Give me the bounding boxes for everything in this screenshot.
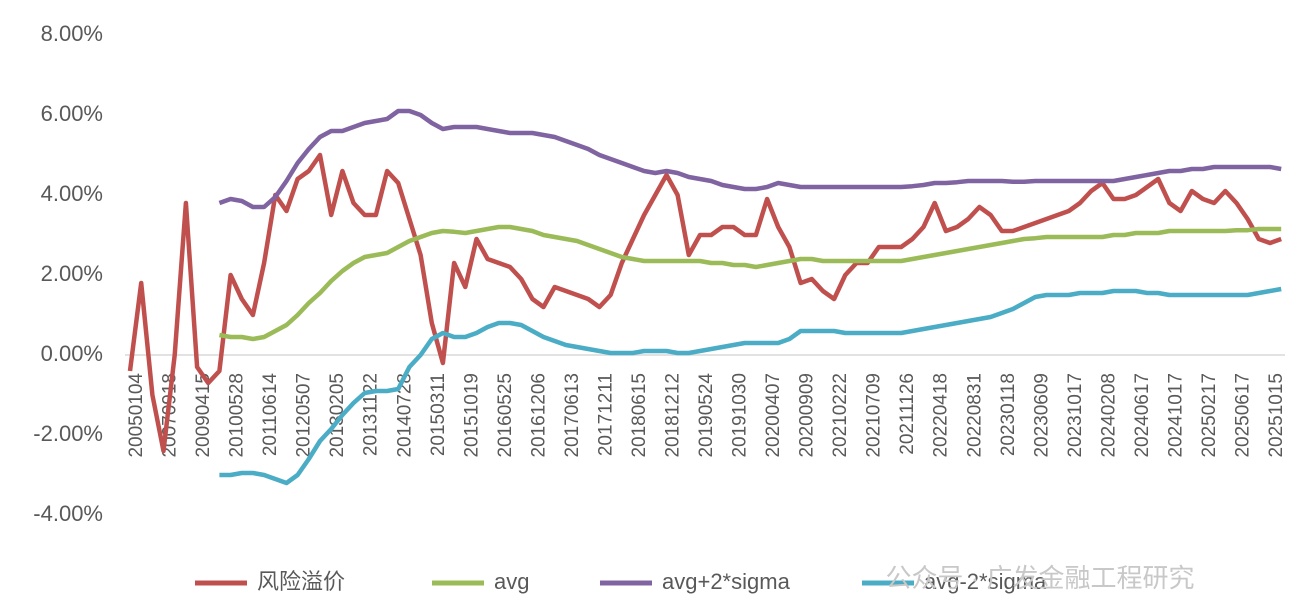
x-tick-label: 20151019 <box>461 373 482 458</box>
legend-label: 风险溢价 <box>257 569 345 594</box>
x-tick-label: 20180615 <box>629 373 650 458</box>
x-tick-label: 20090415 <box>193 373 214 458</box>
x-tick-label: 20170613 <box>562 373 583 458</box>
y-tick-label: 4.00% <box>41 181 103 206</box>
x-tick-label: 20160525 <box>495 373 516 458</box>
series-line <box>219 286 1282 486</box>
x-tick-label: 20110614 <box>260 373 281 457</box>
x-tick-label: 20241017 <box>1165 373 1186 458</box>
legend-label: avg+2*sigma <box>662 569 791 594</box>
x-tick-label: 20131122 <box>361 373 382 456</box>
x-tick-label: 20200909 <box>797 373 818 458</box>
plot: -4.00% -2.00% 0.00% 2.00% 4.00% 6.00% 8.00% 200… <box>33 21 1287 594</box>
y-tick-label: 8.00% <box>41 21 103 46</box>
x-tick-label: 20181212 <box>662 373 683 458</box>
y-tick-label: -2.00% <box>33 421 103 446</box>
x-tick-label: 20161206 <box>528 373 549 458</box>
x-tick-label: 20220831 <box>964 373 985 458</box>
x-tick-label: 20251015 <box>1266 373 1287 458</box>
series-line <box>127 152 1282 454</box>
x-tick-label: 20220418 <box>931 373 952 458</box>
y-tick-label: -4.00% <box>33 501 103 526</box>
x-tick-label: 20230118 <box>998 373 1019 456</box>
legend-label: avg-2*sigma <box>924 569 1047 594</box>
x-tick-label: 20190524 <box>696 373 717 458</box>
x-tick-label: 20250217 <box>1199 373 1220 458</box>
x-tick-label: 20210222 <box>830 373 851 458</box>
y-tick-label: 2.00% <box>41 261 103 286</box>
watermark: 公众号 · 广发金融工程研究 <box>885 563 1194 593</box>
x-tick-label: 20050104 <box>126 373 147 458</box>
x-tick-label: 20230609 <box>1031 373 1052 458</box>
x-tick-label: 20191030 <box>730 373 751 458</box>
x-tick-label: 20200407 <box>763 373 784 458</box>
x-tick-label: 20140728 <box>394 373 415 458</box>
x-tick-label: 20250617 <box>1232 373 1253 458</box>
legend-label: avg <box>494 569 529 594</box>
x-tick-label: 20120507 <box>294 373 315 458</box>
x-tick-label: 20240208 <box>1098 373 1119 458</box>
x-tick-label: 20231017 <box>1065 373 1086 458</box>
y-tick-label: 0.00% <box>41 341 103 366</box>
x-tick-label: 20240617 <box>1132 373 1153 458</box>
x-tick-label: 20211126 <box>897 373 918 455</box>
x-tick-label: 20210709 <box>864 373 885 458</box>
series-line <box>218 108 1282 210</box>
y-tick-label: 6.00% <box>41 101 103 126</box>
x-tick-label: 20130205 <box>327 373 348 458</box>
series-line <box>219 224 1282 342</box>
x-tick-label: 20150311 <box>428 373 449 456</box>
x-tick-label: 20100528 <box>227 373 248 458</box>
x-tick-label: 20171211 <box>595 373 616 456</box>
